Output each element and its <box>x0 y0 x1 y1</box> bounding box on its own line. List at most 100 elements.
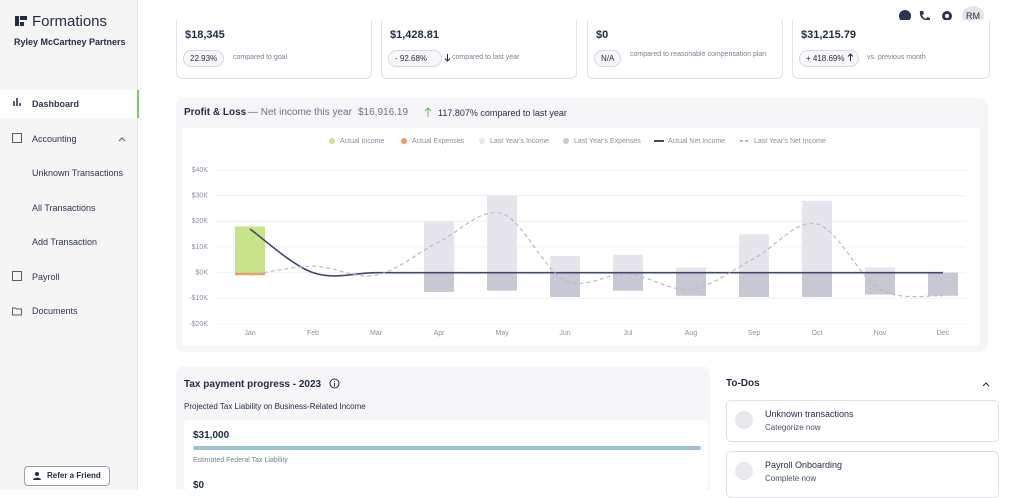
legend-marker <box>479 138 485 144</box>
legend-label: Last Year's Expenses <box>574 138 641 145</box>
amount: $18,345 <box>185 29 225 41</box>
bar <box>865 272 895 295</box>
chevron[interactable] <box>982 381 990 387</box>
note: compared to reasonable compensation plan <box>630 51 767 58</box>
note: vs. previous month <box>867 54 926 61</box>
bar <box>739 234 769 273</box>
nav-icons <box>12 98 22 316</box>
todo-item[interactable]: Unknown transactions Categorize now <box>726 400 999 442</box>
line <box>249 228 943 277</box>
amount: $0 <box>596 29 609 41</box>
x-tick-label: Feb <box>307 330 319 337</box>
nav-item[interactable]: Documents <box>32 306 78 316</box>
x-tick-label: Oct <box>812 330 823 337</box>
active-nav <box>0 90 139 118</box>
pnl-net: $16,916.19 <box>358 107 409 118</box>
x-tick-label: Apr <box>434 330 446 337</box>
tax-panel: Tax payment progress - 2023 Projected Ta… <box>176 366 710 491</box>
bar <box>424 272 454 292</box>
x-tick-label: Dec <box>937 330 950 337</box>
bar <box>928 272 958 296</box>
stat-card: $31,215.79 + 418.69% vs. previous month <box>792 20 990 79</box>
note: compared to last year <box>452 54 520 61</box>
bar <box>739 272 769 298</box>
tax-box: $31,000 Estimated Federal Tax Liability … <box>184 420 708 491</box>
logo <box>15 16 27 26</box>
up-arrow <box>424 107 432 117</box>
amount: $1,428.81 <box>390 29 439 41</box>
chevron <box>118 137 126 142</box>
up-arrow <box>847 53 854 61</box>
y-tick-label: $10K <box>192 244 209 251</box>
y-tick-label: $40K <box>192 167 209 174</box>
x-tick-label: Nov <box>874 330 887 337</box>
refer-button[interactable]: Refer a Friend <box>24 466 110 486</box>
bar <box>550 272 580 298</box>
y-tick-label: $0K <box>196 270 209 277</box>
nav-item[interactable]: Unknown Transactions <box>32 168 124 178</box>
bar <box>550 255 580 273</box>
bar <box>802 272 832 298</box>
legend-label: Actual Income <box>340 138 384 145</box>
note: compared to goal <box>233 54 288 61</box>
company: Ryley McCartney Partners <box>14 37 126 47</box>
y-tick-label: -$20K <box>189 321 208 328</box>
x-tick-label: May <box>495 330 509 337</box>
bar <box>424 221 454 273</box>
line <box>249 211 944 298</box>
nav-item[interactable]: Add Transaction <box>32 237 98 247</box>
bar <box>676 272 706 296</box>
legend-label: Actual Net Income <box>668 138 725 145</box>
chart-bg <box>182 128 980 346</box>
tax-label: Estimated Federal Tax Liability <box>193 457 288 464</box>
nav-item[interactable]: Dashboard <box>32 99 80 109</box>
pnl-panel: Profit & Loss — Net income this year $16… <box>176 98 988 352</box>
bar <box>865 267 895 273</box>
refer-label: Refer a Friend <box>47 471 101 480</box>
pnl-change: 117.807% compared to last year <box>438 108 567 118</box>
flag-icon <box>735 411 753 429</box>
bar <box>487 195 517 273</box>
todo-item[interactable]: Payroll Onboarding Complete now <box>726 451 999 498</box>
x-tick-label: Jun <box>559 330 570 337</box>
nav-item[interactable]: Payroll <box>32 272 60 282</box>
bar <box>235 226 265 273</box>
todo-action: Complete now <box>765 474 817 483</box>
header-icons[interactable] <box>898 9 956 23</box>
stat-card: $0 N/A compared to reasonable compensation… <box>587 20 783 79</box>
legend-marker <box>401 138 407 144</box>
badge: N/A <box>594 50 622 67</box>
todo-title: Payroll Onboarding <box>765 460 843 470</box>
badge: 22.93% <box>183 50 225 67</box>
todo-action: Categorize now <box>765 423 821 432</box>
pnl-subtitle: — Net income this year <box>248 107 352 118</box>
tax-amount2: $0 <box>193 480 205 491</box>
pnl-title: Profit & Loss <box>184 107 247 118</box>
tax-amount: $31,000 <box>193 430 230 441</box>
bar <box>235 272 265 276</box>
x-tick-label: Mar <box>370 330 383 337</box>
x-tick-label: Jul <box>624 330 633 337</box>
flag-icon <box>735 462 753 480</box>
legend-label: Last Year's Net Income <box>754 138 826 145</box>
down-arrow <box>444 54 451 62</box>
progress-bar <box>193 446 701 450</box>
bar <box>676 267 706 273</box>
bar <box>613 254 643 273</box>
y-tick-label: -$10K <box>189 295 208 302</box>
x-tick-label: Jan <box>244 330 255 337</box>
x-tick-label: Sep <box>748 330 761 337</box>
x-tick-label: Aug <box>685 330 698 337</box>
bar <box>802 200 832 273</box>
bar <box>487 272 517 291</box>
tax-subtitle: Projected Tax Liability on Business-Rela… <box>184 402 366 411</box>
legend-label: Last Year's Income <box>490 138 549 145</box>
tax-title: Tax payment progress - 2023 <box>184 379 322 390</box>
y-tick-label: $20K <box>192 218 209 225</box>
chart: -$20K -$10K $0K $10K $20K $30K $40K Jan Feb Mar Ap… <box>189 138 966 337</box>
nav-item[interactable]: Accounting <box>32 134 77 144</box>
info-icon[interactable] <box>329 378 340 389</box>
legend-marker <box>329 138 335 144</box>
amount: $31,215.79 <box>801 29 857 41</box>
nav-item[interactable]: All Transactions <box>32 203 96 213</box>
